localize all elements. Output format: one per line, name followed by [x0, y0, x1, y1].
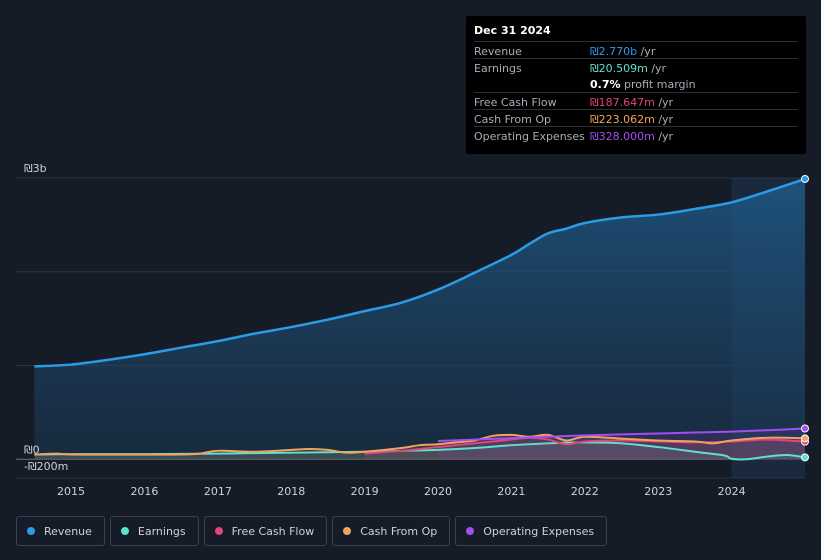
- x-tick-label: 2015: [57, 485, 85, 498]
- legend-item-earnings[interactable]: Earnings: [109, 516, 199, 546]
- legend-item-operating-expenses[interactable]: Operating Expenses: [455, 516, 608, 546]
- legend-item-revenue[interactable]: Revenue: [16, 516, 105, 546]
- tooltip-unit: /yr: [647, 62, 667, 75]
- free-cash-flow-dot-icon: [214, 527, 223, 535]
- tooltip-row-cash-from-op: Cash From Op ₪223.062m /yr: [474, 109, 798, 126]
- tooltip-unit: /yr: [654, 113, 674, 126]
- x-tick-label: 2019: [351, 485, 379, 498]
- y-tick-label: -₪200m: [24, 460, 68, 473]
- tooltip-row-free-cash-flow: Free Cash Flow ₪187.647m /yr: [474, 92, 798, 109]
- tooltip-label: Operating Expenses: [474, 130, 585, 143]
- tooltip-label: Free Cash Flow: [474, 96, 557, 109]
- tooltip-date: Dec 31 2024: [474, 24, 551, 37]
- cash-from-op-end-point: [801, 434, 809, 443]
- revenue-dot-icon: [27, 527, 35, 535]
- legend-item-free-cash-flow[interactable]: Free Cash Flow: [203, 516, 328, 546]
- x-tick-label: 2018: [277, 485, 305, 498]
- chart-legend: Revenue Earnings Free Cash Flow Cash Fro…: [16, 516, 608, 546]
- tooltip-value: 0.7%: [590, 78, 621, 91]
- x-tick-label: 2021: [497, 485, 525, 498]
- tooltip-value: ₪187.647m: [590, 96, 655, 109]
- tooltip-value: ₪2.770b: [590, 45, 638, 58]
- earnings-dot-icon: [120, 527, 129, 535]
- x-tick-label: 2017: [204, 485, 232, 498]
- tooltip-value: ₪223.062m: [590, 113, 655, 126]
- tooltip-row-earnings: Earnings ₪20.509m /yr: [474, 58, 798, 75]
- legend-label: Cash From Op: [360, 524, 438, 538]
- y-tick-label: ₪0: [24, 443, 40, 456]
- revenue-end-point: [801, 174, 809, 183]
- revenue-line: [34, 177, 806, 368]
- tooltip-value: ₪328.000m: [590, 130, 655, 143]
- tooltip-label: Revenue: [474, 45, 522, 58]
- x-tick-label: 2022: [571, 485, 599, 498]
- chart-area: ₪3b ₪0 -₪200m 2015 2016 2017 2018 2019 2020 2021…: [16, 162, 809, 498]
- legend-label: Operating Expenses: [483, 524, 595, 538]
- cash-from-op-line: [34, 433, 806, 456]
- tooltip-unit: /yr: [654, 96, 674, 109]
- x-tick-label: 2023: [644, 485, 672, 498]
- tooltip-row-operating-expenses: Operating Expenses ₪328.000m /yr: [474, 126, 798, 143]
- legend-label: Earnings: [137, 524, 186, 538]
- tooltip-unit: /yr: [637, 45, 656, 58]
- cash-from-op-dot-icon: [343, 527, 352, 535]
- tooltip-unit: /yr: [654, 130, 674, 143]
- operating-expenses-line: [437, 427, 806, 442]
- legend-label: Revenue: [44, 524, 92, 538]
- tooltip-row-profit-margin: 0.7% profit margin: [474, 75, 798, 92]
- legend-item-cash-from-op[interactable]: Cash From Op: [332, 516, 451, 546]
- tooltip-label: Cash From Op: [474, 113, 552, 126]
- tooltip-unit: profit margin: [620, 78, 696, 91]
- earnings-end-point: [801, 453, 809, 462]
- x-tick-label: 2024: [718, 485, 746, 498]
- operating-expenses-end-point: [801, 424, 809, 433]
- tooltip-row-revenue: Revenue ₪2.770b /yr: [474, 41, 798, 58]
- earnings-line: [34, 441, 806, 461]
- revenue-area: [34, 178, 806, 460]
- y-tick-label: ₪3b: [24, 162, 47, 175]
- x-tick-label: 2016: [130, 485, 158, 498]
- tooltip-panel: Dec 31 2024 Revenue ₪2.770b /yr Earnings…: [466, 16, 806, 154]
- tooltip-label: Earnings: [474, 62, 522, 75]
- x-tick-label: 2020: [424, 485, 452, 498]
- tooltip-value: ₪20.509m: [590, 62, 648, 75]
- operating-expenses-dot-icon: [466, 527, 475, 535]
- legend-label: Free Cash Flow: [231, 524, 315, 538]
